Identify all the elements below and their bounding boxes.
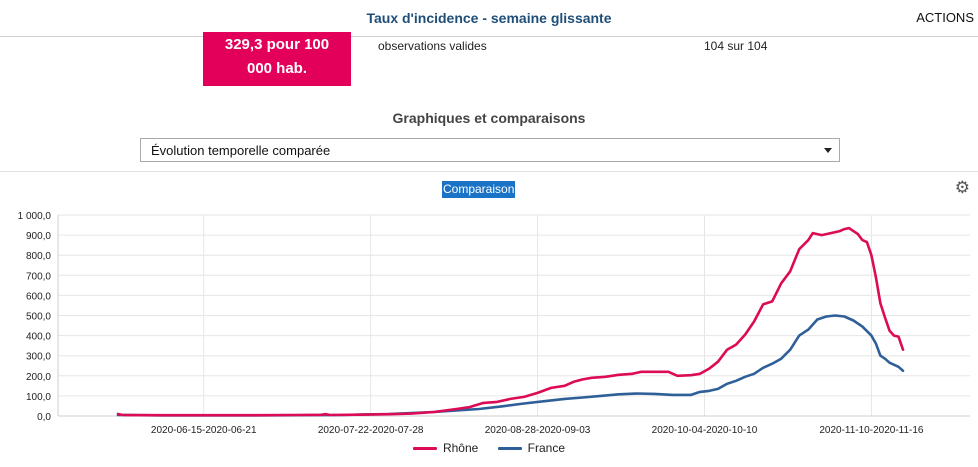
y-tick-label: 1 000,0 (18, 211, 52, 222)
y-tick-label: 900,0 (26, 231, 51, 242)
section-title: Graphiques et comparaisons (392, 110, 586, 126)
legend-swatch-france (497, 447, 522, 451)
legend-swatch-rhone (412, 447, 437, 451)
y-tick-label: 200,0 (26, 372, 51, 383)
top-bar: Taux d'incidence - semaine glissante ACT… (0, 0, 978, 37)
series-line-rhone (116, 226, 905, 417)
chart-title: Comparaison (442, 181, 516, 198)
observations-value: 104 sur 104 (704, 39, 768, 53)
y-tick-label: 800,0 (26, 251, 51, 262)
chevron-down-icon (824, 148, 832, 153)
x-tick-label: 2020-07-22-2020-07-28 (318, 425, 424, 436)
y-tick-label: 500,0 (26, 312, 51, 323)
page-title: Taux d'incidence - semaine glissante (366, 10, 612, 26)
x-tick-label: 2020-08-28-2020-09-03 (485, 425, 591, 436)
chart-legend: Rhône France (0, 441, 978, 455)
y-tick-label: 0,0 (37, 412, 51, 423)
legend-label-rhone: Rhône (442, 441, 479, 455)
chart-type-selected-value: Évolution temporelle comparée (151, 143, 331, 158)
x-axis-tick-labels: 2020-06-15-2020-06-21 2020-07-22-2020-07-… (151, 425, 924, 436)
chart-grid (57, 214, 970, 417)
incidence-value-badge: 329,3 pour 100 000 hab. (203, 32, 351, 86)
y-tick-label: 600,0 (26, 291, 51, 302)
chart-type-select[interactable]: Évolution temporelle comparée (140, 138, 840, 162)
incidence-value-line-1: 329,3 pour 100 (224, 36, 330, 53)
x-tick-label: 2020-11-10-2020-11-16 (819, 425, 924, 436)
legend-item-france[interactable]: France (497, 441, 566, 455)
comparison-chart: 0,0 100,0 200,0 300,0 400,0 500,0 600,0 700,0 80… (18, 211, 970, 436)
y-axis-tick-labels: 0,0 100,0 200,0 300,0 400,0 500,0 600,0 700,0 80… (18, 211, 52, 423)
gear-icon[interactable]: ⚙ (954, 178, 970, 197)
section-divider (0, 171, 978, 172)
y-tick-label: 300,0 (26, 352, 51, 363)
legend-item-rhone[interactable]: Rhône (412, 441, 479, 455)
series-line-france (116, 314, 905, 417)
x-tick-label: 2020-10-04-2020-10-10 (652, 425, 758, 436)
y-tick-label: 400,0 (26, 332, 51, 343)
y-tick-label: 100,0 (26, 392, 51, 403)
x-tick-label: 2020-06-15-2020-06-21 (151, 425, 257, 436)
actions-button[interactable]: ACTIONS (916, 10, 974, 25)
legend-label-france: France (527, 441, 566, 455)
series-lines (116, 226, 905, 417)
y-tick-label: 700,0 (26, 271, 51, 282)
observations-label: observations valides (378, 39, 487, 53)
incidence-value-line-2: 000 hab. (246, 60, 308, 77)
